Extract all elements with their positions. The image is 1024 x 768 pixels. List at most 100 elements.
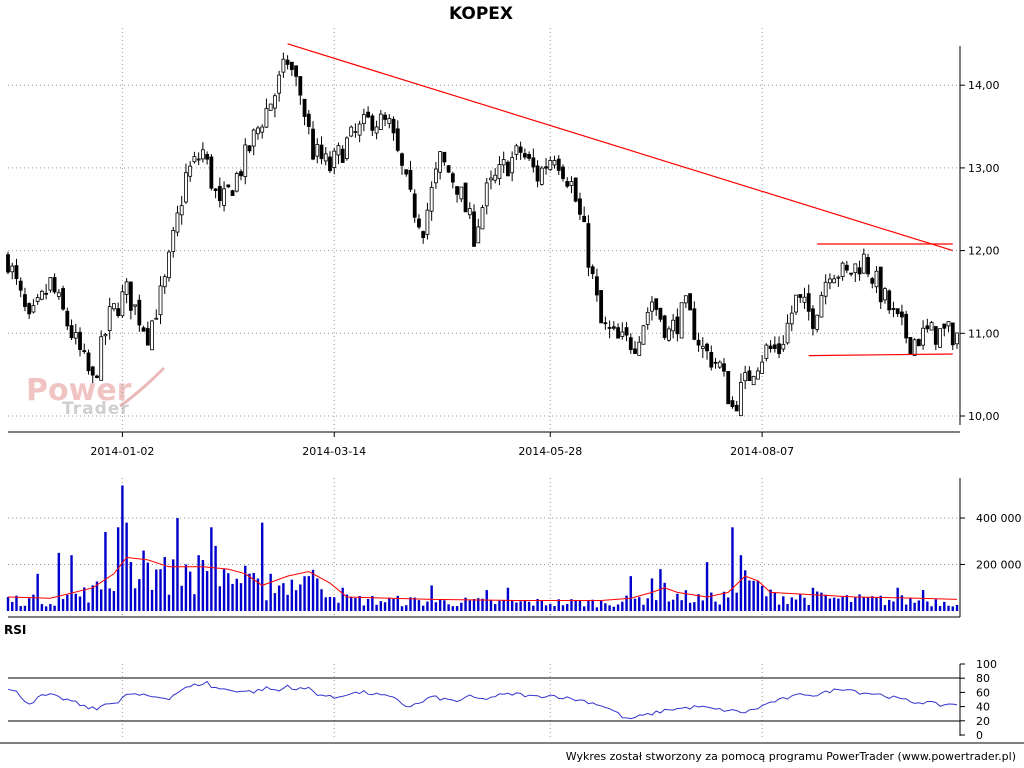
candle-body — [107, 306, 112, 331]
volume-bar — [633, 598, 637, 611]
candle-body — [213, 188, 218, 191]
candle-body — [900, 311, 904, 318]
volume-bar — [883, 605, 887, 611]
volume-bar — [146, 562, 150, 611]
candle-body — [158, 285, 163, 316]
volume-bar — [540, 600, 544, 611]
volume-bar — [383, 602, 387, 611]
volume-bar — [337, 602, 340, 611]
volume-bar — [66, 594, 69, 611]
volume-bar — [188, 571, 192, 611]
volume-bar — [748, 580, 751, 611]
volume-bar — [917, 600, 921, 611]
volume-bar — [574, 600, 577, 611]
volume-bar — [282, 583, 285, 611]
candle-body — [870, 278, 875, 284]
volume-bar — [752, 580, 755, 611]
volume-bar — [358, 596, 361, 611]
candle-body — [633, 348, 637, 354]
candle-body — [90, 366, 95, 376]
volume-bar — [930, 606, 933, 611]
candle-body — [628, 337, 633, 350]
candle-body — [44, 292, 49, 295]
candlesticks — [6, 52, 959, 417]
volume-bar — [612, 606, 616, 611]
candle-body — [840, 262, 845, 277]
watermark-line2: Trader — [62, 399, 130, 419]
volume-bar — [587, 601, 590, 611]
candle-body — [31, 305, 36, 313]
candle-body — [857, 267, 862, 275]
candle-body — [828, 278, 832, 284]
volume-bar — [570, 599, 573, 611]
volume-bar — [371, 595, 374, 611]
candle-body — [188, 165, 193, 177]
candle-body — [345, 137, 349, 159]
volume-tick-label: 400 000 — [976, 512, 1022, 525]
volume-bar — [510, 600, 514, 611]
candle-body — [811, 308, 815, 329]
volume-bar — [837, 598, 840, 611]
candle-body — [772, 344, 777, 349]
candle-body — [404, 169, 409, 175]
volume-bar — [396, 595, 399, 611]
volume-bar — [549, 603, 552, 611]
candle-body — [637, 341, 642, 356]
volume-bar — [49, 604, 52, 611]
volume-bar — [786, 604, 789, 611]
volume-bar — [604, 603, 607, 611]
volume-bar — [519, 601, 522, 611]
volume-bar — [680, 600, 683, 611]
volume-bar — [269, 573, 272, 611]
candle-body — [171, 230, 176, 252]
candle-body — [39, 290, 44, 300]
volume-bar — [32, 594, 35, 611]
volume-bar — [400, 606, 404, 611]
volume-bar — [938, 606, 942, 611]
volume-bar — [900, 595, 904, 611]
candle-body — [722, 363, 726, 372]
candle-body — [552, 160, 557, 166]
candle-body — [459, 186, 464, 200]
volume-bar — [349, 597, 353, 611]
volume-bar — [53, 605, 56, 611]
trend-line — [808, 353, 953, 357]
candle-body — [239, 171, 243, 177]
volume-bar — [815, 591, 819, 611]
volume-bar — [409, 597, 412, 611]
volume-bar — [426, 601, 429, 611]
volume-bar — [125, 522, 128, 611]
volume-bar — [227, 573, 230, 611]
volume-bar — [150, 589, 154, 611]
rsi-tick-label: 0 — [976, 729, 983, 742]
candle-body — [794, 294, 798, 313]
volume-tick-label: 200 000 — [976, 559, 1022, 572]
candle-body — [137, 299, 142, 326]
volume-bar — [159, 569, 162, 611]
volume-bar — [773, 592, 777, 611]
candle-body — [73, 332, 78, 339]
candle-body — [353, 131, 358, 133]
candle-body — [497, 164, 502, 179]
candle-body — [891, 308, 896, 310]
volume-bar — [299, 584, 302, 611]
volume-bar — [23, 605, 27, 611]
candle-body — [578, 198, 582, 215]
candle-body — [82, 350, 87, 353]
volume-bar — [286, 594, 289, 611]
volume-bar — [468, 600, 471, 611]
candle-body — [544, 166, 548, 169]
candle-body — [586, 223, 591, 268]
volume-bar — [87, 602, 90, 611]
volume-bar — [91, 585, 94, 611]
volume-bar — [354, 598, 357, 611]
volume-bar — [896, 587, 899, 611]
rsi-panel: RSI — [4, 623, 960, 722]
volume-bar — [743, 570, 747, 611]
volume-bar — [667, 601, 671, 611]
candle-body — [645, 311, 650, 325]
volume-tick-labels: 200 000 400 000 — [960, 512, 1022, 572]
volume-bar — [460, 602, 463, 611]
candle-body — [518, 146, 523, 153]
volume-bar — [892, 601, 895, 611]
